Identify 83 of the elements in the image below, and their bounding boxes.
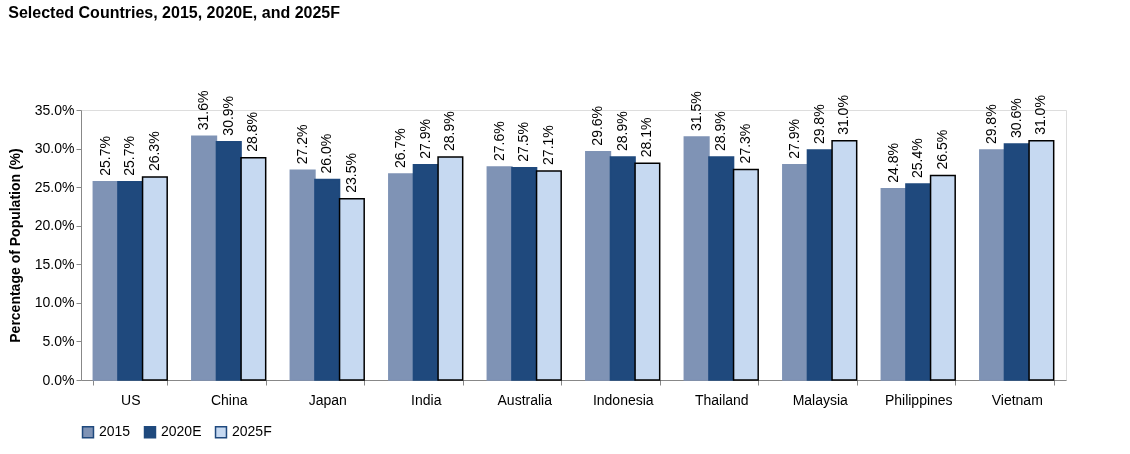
y-tick-label: 35.0% xyxy=(34,101,75,118)
x-tick-label: Australia xyxy=(497,391,553,408)
legend-label: 2015 xyxy=(99,423,131,440)
legend-label: 2020E xyxy=(161,423,202,440)
bar xyxy=(92,180,119,381)
data-label: 25.4% xyxy=(909,138,926,179)
data-label: 28.9% xyxy=(712,111,729,152)
chart-title: Selected Countries, 2015, 2020E, and 2025F xyxy=(8,3,341,21)
bar xyxy=(412,164,439,381)
data-label: 28.1% xyxy=(638,117,655,158)
data-label: 26.5% xyxy=(933,129,950,170)
bar xyxy=(1003,143,1030,381)
bar xyxy=(979,149,1006,381)
bar xyxy=(215,140,242,381)
bar xyxy=(388,173,415,381)
bar xyxy=(338,197,365,381)
bar xyxy=(905,183,932,381)
data-label: 29.6% xyxy=(589,105,606,146)
data-label: 30.9% xyxy=(219,95,236,136)
y-tick-label: 5.0% xyxy=(42,332,75,349)
y-tick-label: 25.0% xyxy=(34,178,75,195)
y-tick-label: 15.0% xyxy=(34,255,75,272)
bar xyxy=(117,180,144,381)
data-label: 29.8% xyxy=(810,104,827,145)
bar xyxy=(240,157,267,381)
data-label: 23.5% xyxy=(342,153,359,193)
data-label: 31.0% xyxy=(1032,95,1049,135)
data-label: 27.9% xyxy=(416,119,433,159)
bar xyxy=(880,187,907,381)
data-label: 27.1% xyxy=(539,125,556,165)
bar xyxy=(437,156,464,381)
bar xyxy=(511,167,538,381)
bar xyxy=(683,136,710,381)
data-label: 24.8% xyxy=(884,142,901,183)
bar xyxy=(486,166,513,381)
bar xyxy=(585,150,612,381)
x-tick-label: India xyxy=(411,391,442,408)
bar xyxy=(929,174,956,381)
data-label: 27.3% xyxy=(736,123,753,164)
y-tick-label: 10.0% xyxy=(34,294,75,311)
data-label: 27.5% xyxy=(515,122,532,162)
data-label: 28.8% xyxy=(244,112,261,152)
legend-label: 2025F xyxy=(232,423,272,440)
y-tick-label: 30.0% xyxy=(34,140,75,157)
bar xyxy=(708,156,735,381)
y-axis-title: Percentage of Population (%) xyxy=(6,148,23,343)
data-label: 25.7% xyxy=(121,136,138,176)
data-label: 27.2% xyxy=(293,124,310,165)
data-label: 30.6% xyxy=(1007,98,1024,138)
y-tick-label: 0.0% xyxy=(42,371,75,388)
bar xyxy=(535,170,562,381)
data-label: 31.0% xyxy=(835,95,852,135)
bar xyxy=(141,176,168,381)
x-tick-label: Philippines xyxy=(884,391,953,408)
x-tick-label: Thailand xyxy=(694,391,749,408)
bar xyxy=(289,169,316,381)
data-label: 27.9% xyxy=(786,119,803,159)
bar xyxy=(782,164,809,381)
bar xyxy=(609,156,636,381)
x-tick-label: US xyxy=(121,391,141,408)
data-label: 31.5% xyxy=(687,91,704,131)
x-tick-label: China xyxy=(210,391,248,408)
data-label: 26.7% xyxy=(392,128,409,169)
data-label: 26.0% xyxy=(318,133,335,174)
data-label: 29.8% xyxy=(983,104,1000,145)
x-tick-label: Malaysia xyxy=(792,391,849,408)
x-tick-label: Indonesia xyxy=(592,391,654,408)
data-label: 31.6% xyxy=(195,90,212,131)
x-tick-label: Vietnam xyxy=(991,391,1043,408)
x-tick-label: Japan xyxy=(308,391,347,408)
bar xyxy=(314,178,341,381)
data-label: 25.7% xyxy=(96,136,113,176)
bar xyxy=(191,135,218,381)
bar xyxy=(831,140,858,381)
data-label: 27.6% xyxy=(490,121,507,162)
data-label: 26.3% xyxy=(145,131,162,172)
data-label: 28.9% xyxy=(613,111,630,152)
bar xyxy=(732,168,759,381)
bar xyxy=(806,149,833,381)
data-label: 28.9% xyxy=(441,111,458,152)
bar xyxy=(634,162,661,381)
bar xyxy=(1028,140,1055,381)
y-tick-label: 20.0% xyxy=(34,217,75,234)
